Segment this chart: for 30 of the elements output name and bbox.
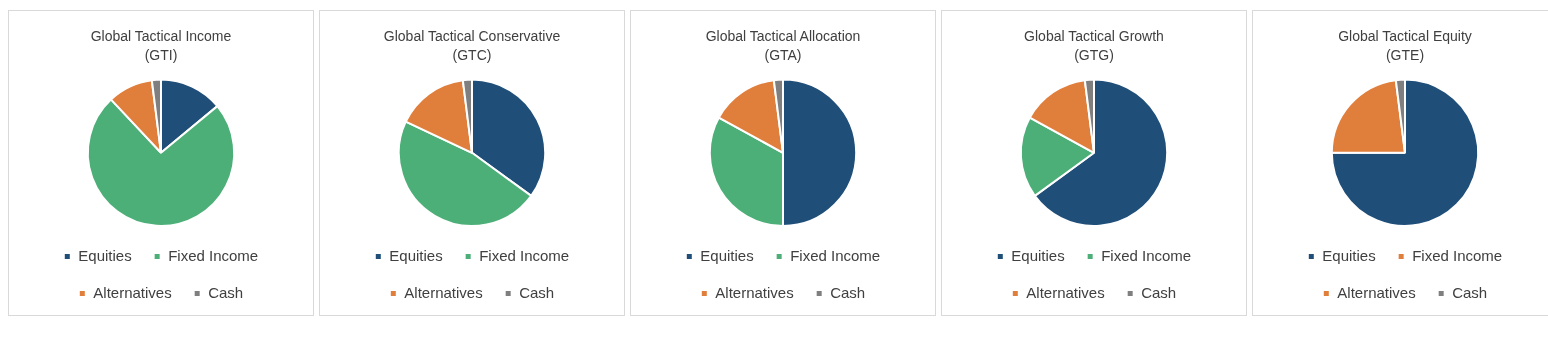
legend-label: Fixed Income [790, 246, 881, 264]
legend-label: Alternatives [93, 283, 172, 301]
legend-label: Cash [519, 283, 555, 301]
chart-subtitle: (GTG) [1074, 47, 1114, 64]
legend-label: Fixed Income [1101, 246, 1192, 264]
legend-label: Cash [208, 283, 244, 301]
legend-label: Equities [389, 246, 443, 264]
legend-label: Cash [1141, 283, 1177, 301]
chart-title: Global Tactical Allocation [705, 28, 861, 45]
chart-title: Global Tactical Conservative [383, 28, 561, 45]
legend-label: Equities [78, 246, 132, 264]
legend-label: Cash [830, 283, 866, 301]
legend-label: Cash [1452, 283, 1488, 301]
legend-label: Alternatives [1337, 283, 1416, 301]
chart-subtitle: (GTE) [1385, 47, 1425, 64]
legend-label: Fixed Income [168, 246, 259, 264]
chart-title: Global Tactical Growth [1024, 28, 1164, 45]
legend-label: Equities [1011, 246, 1065, 264]
chart-subtitle: (GTI) [144, 47, 178, 64]
legend-label: Fixed Income [479, 246, 570, 264]
legend-label: Equities [700, 246, 754, 264]
chart-subtitle: (GTC) [452, 47, 492, 64]
legend-label: Alternatives [715, 283, 794, 301]
legend-label: Equities [1322, 246, 1376, 264]
chart-title: Global Tactical Equity [1338, 28, 1472, 45]
legend-label: Alternatives [404, 283, 483, 301]
legend-label: Alternatives [1026, 283, 1105, 301]
legend-label: Fixed Income [1412, 246, 1503, 264]
chart-subtitle: (GTA) [764, 47, 802, 64]
chart-title: Global Tactical Income [90, 28, 232, 45]
